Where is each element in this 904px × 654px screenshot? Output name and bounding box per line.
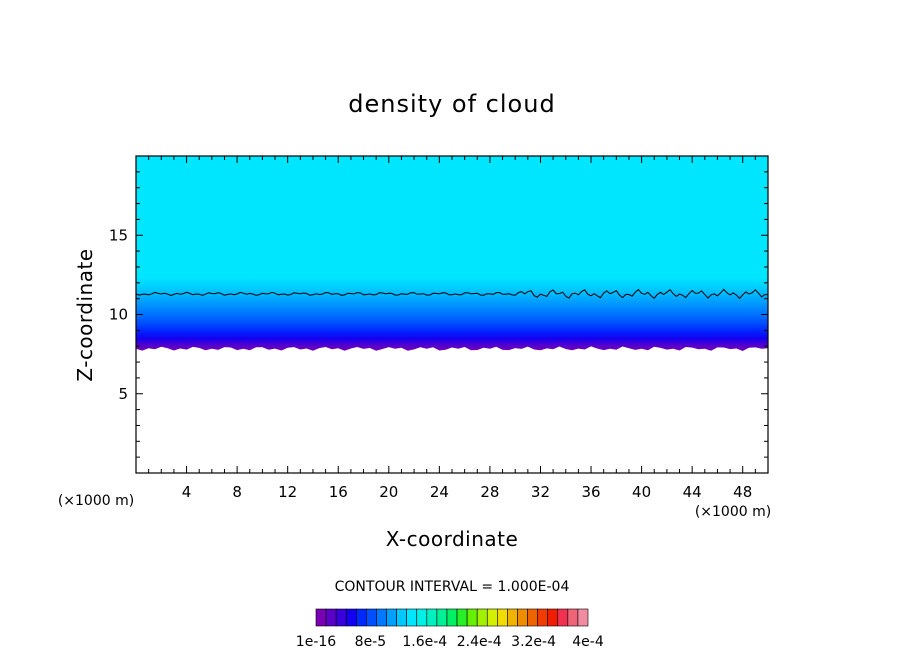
x-tick-label: 16	[329, 483, 348, 501]
x-tick-label: 12	[278, 483, 297, 501]
cloud-field	[136, 156, 768, 353]
colorbar-swatch	[537, 608, 549, 627]
x-tick-label: 20	[379, 483, 398, 501]
x-tick-label: 48	[733, 483, 752, 501]
y-axis-ticks: 5 10 15	[109, 171, 768, 458]
x-axis-label: X-coordinate	[386, 527, 519, 551]
x-unit-right: (×1000 m)	[695, 504, 771, 520]
x-tick-label: 36	[581, 483, 600, 501]
y-axis-label: Z-coordinate	[73, 248, 97, 381]
colorbar-swatch	[325, 608, 337, 627]
colorbar-swatch	[315, 608, 327, 627]
y-tick-label: 10	[109, 306, 128, 324]
colorbar-swatch	[517, 608, 528, 627]
colorbar-swatch	[366, 608, 377, 627]
colorbar-swatch	[557, 608, 569, 627]
colorbar	[315, 608, 589, 627]
contour-line	[135, 288, 768, 300]
y-tick-label: 5	[118, 385, 128, 403]
colorbar-swatch	[527, 608, 538, 627]
x-tick-label: 32	[531, 483, 550, 501]
x-unit-left: (×1000 m)	[58, 493, 134, 509]
colorbar-swatch	[476, 608, 488, 627]
colorbar-swatch	[446, 608, 458, 627]
colorbar-label: 2.4e-4	[457, 634, 502, 650]
y-tick-label: 15	[109, 226, 128, 244]
cloud-base-edge	[136, 346, 768, 473]
colorbar-label: 1e-16	[296, 634, 336, 650]
x-axis-ticks: 4 8 12 16 20 24 28 32 36 40 44 48	[148, 156, 756, 501]
x-tick-label: 40	[632, 483, 651, 501]
colorbar-swatch	[335, 608, 347, 627]
x-tick-label: 28	[480, 483, 499, 501]
x-tick-label: 24	[430, 483, 449, 501]
colorbar-label: 3.2e-4	[511, 634, 556, 650]
colorbar-labels: 1e-16 8e-5 1.6e-4 2.4e-4 3.2e-4 4e-4	[296, 634, 604, 650]
colorbar-swatch	[426, 608, 438, 627]
colorbar-swatch	[396, 608, 407, 627]
colorbar-swatch	[497, 608, 508, 627]
colorbar-swatch	[406, 608, 418, 627]
colorbar-swatch	[486, 608, 498, 627]
x-tick-label: 8	[232, 483, 242, 501]
colorbar-swatch	[355, 608, 367, 627]
colorbar-label: 1.6e-4	[402, 634, 447, 650]
colorbar-swatch	[507, 608, 518, 627]
colorbar-swatch	[456, 608, 468, 627]
colorbar-swatch	[376, 608, 387, 627]
colorbar-swatch	[386, 608, 397, 627]
x-tick-label: 44	[683, 483, 702, 501]
chart-title: density of cloud	[348, 90, 555, 118]
colorbar-swatch	[547, 608, 559, 627]
colorbar-swatch	[577, 608, 589, 627]
colorbar-swatch	[466, 608, 478, 627]
x-tick-label: 4	[182, 483, 192, 501]
colorbar-swatch	[436, 608, 448, 627]
colorbar-swatch	[416, 608, 428, 627]
colorbar-label: 8e-5	[355, 634, 386, 650]
colorbar-swatch	[567, 608, 579, 627]
contour-interval-label: CONTOUR INTERVAL = 1.000E-04	[335, 579, 570, 595]
colorbar-swatch	[345, 608, 357, 627]
colorbar-label: 4e-4	[572, 634, 604, 650]
